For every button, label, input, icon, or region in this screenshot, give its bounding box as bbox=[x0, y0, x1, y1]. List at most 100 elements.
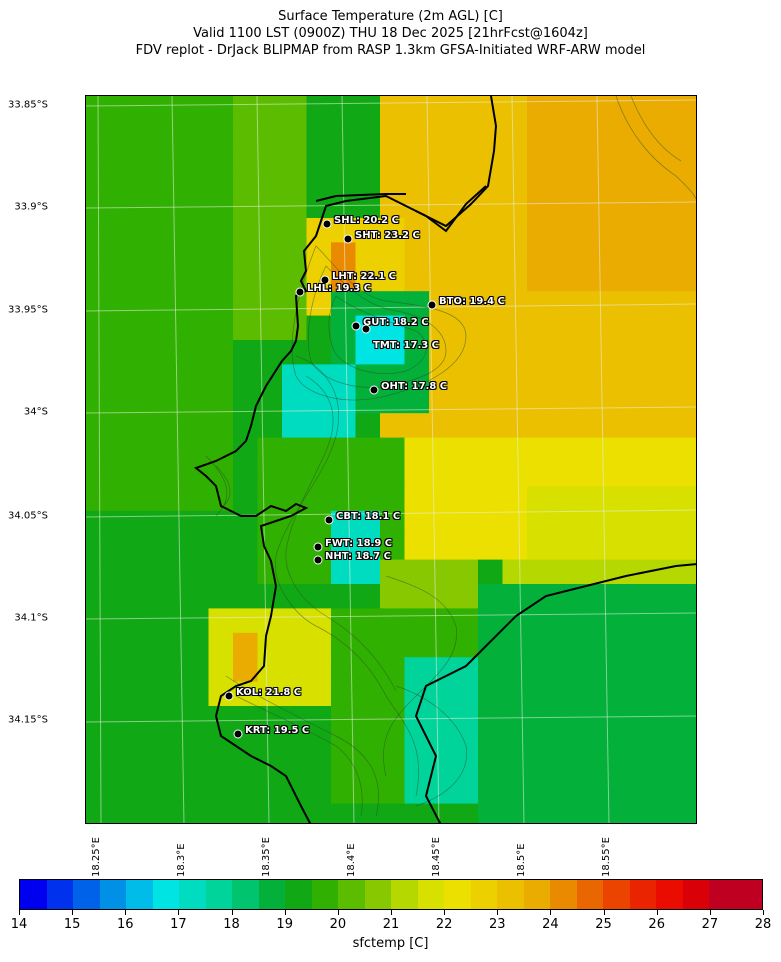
y-tick-label: 33.85°S bbox=[8, 99, 48, 111]
station-marker-icon bbox=[324, 515, 334, 525]
colorbar-segment bbox=[735, 880, 762, 909]
colorbar-tick-label: 17 bbox=[170, 917, 187, 932]
valid-time-subtitle: Valid 1100 LST (0900Z) THU 18 Dec 2025 [… bbox=[193, 26, 588, 41]
x-tick-label: 18.4°E bbox=[346, 843, 357, 877]
station-marker-icon bbox=[320, 275, 330, 285]
colorbar-segment bbox=[629, 880, 656, 909]
colorbar-label: sfctemp [C] bbox=[352, 936, 429, 951]
colorbar-tick-label: 26 bbox=[648, 917, 665, 932]
station-label: KOL: 21.8 C bbox=[236, 686, 302, 698]
colorbar-tick-mark bbox=[178, 910, 180, 915]
station-label: BTO: 19.4 C bbox=[439, 295, 505, 307]
station-marker-icon bbox=[313, 555, 323, 565]
colorbar-segment bbox=[576, 880, 603, 909]
colorbar-tick-label: 27 bbox=[701, 917, 719, 932]
x-tick-label: 18.5°E bbox=[516, 843, 527, 877]
station-marker-icon bbox=[369, 385, 379, 395]
colorbar-tick-mark bbox=[284, 910, 286, 915]
station-marker-icon bbox=[322, 219, 332, 229]
colorbar-segment bbox=[682, 880, 709, 909]
colorbar-tick-label: 28 bbox=[754, 917, 772, 932]
x-tick-label: 18.55°E bbox=[601, 837, 612, 877]
colorbar-segment bbox=[709, 880, 736, 909]
station-label: LHT: 22.1 C bbox=[332, 270, 396, 282]
station-label: KRT: 19.5 C bbox=[245, 724, 310, 736]
colorbar-tick-mark bbox=[231, 910, 233, 915]
colorbar-segment bbox=[46, 880, 73, 909]
temperature-field bbox=[86, 96, 696, 823]
y-tick-label: 34.05°S bbox=[8, 510, 48, 522]
colorbar-tick-label: 23 bbox=[489, 917, 506, 932]
colorbar-tick-label: 19 bbox=[276, 917, 293, 932]
y-tick-label: 34.15°S bbox=[8, 714, 48, 726]
colorbar-segment bbox=[391, 880, 418, 909]
colorbar-segment bbox=[311, 880, 338, 909]
colorbar-tick-label: 14 bbox=[10, 917, 28, 932]
colorbar-segment bbox=[179, 880, 206, 909]
station-label: CBT: 18.1 C bbox=[336, 510, 401, 522]
colorbar-segment bbox=[205, 880, 232, 909]
colorbar-tick-label: 16 bbox=[117, 917, 134, 932]
colorbar-tick-mark bbox=[444, 910, 446, 915]
colorbar-segment bbox=[603, 880, 630, 909]
station-label: SHL: 20.2 C bbox=[334, 214, 399, 226]
x-tick-label: 18.25°E bbox=[91, 837, 102, 877]
colorbar-segment bbox=[126, 880, 153, 909]
colorbar-segment bbox=[338, 880, 365, 909]
station-marker-icon bbox=[233, 729, 243, 739]
colorbar-segment bbox=[20, 880, 47, 909]
colorbar-tick-mark bbox=[763, 910, 764, 915]
y-tick-label: 33.9°S bbox=[14, 201, 48, 213]
colorbar-segment bbox=[99, 880, 126, 909]
station-marker-icon bbox=[224, 691, 234, 701]
colorbar-tick-label: 21 bbox=[382, 917, 400, 932]
graticule bbox=[86, 96, 696, 823]
y-tick-label: 34°S bbox=[23, 406, 48, 418]
colorbar-tick-label: 25 bbox=[595, 917, 612, 932]
colorbar-tick-mark bbox=[72, 910, 74, 915]
temperature-map bbox=[85, 95, 697, 824]
x-tick-label: 18.45°E bbox=[431, 837, 442, 877]
colorbar-segment bbox=[152, 880, 179, 909]
station-label: GUT: 18.2 C bbox=[363, 316, 429, 328]
station-marker-icon bbox=[343, 234, 353, 244]
colorbar-tick-mark bbox=[337, 910, 339, 915]
station-marker-icon bbox=[361, 324, 371, 334]
y-tick-label: 34.1°S bbox=[14, 612, 48, 624]
map-overlay bbox=[86, 96, 696, 823]
colorbar-tick-mark bbox=[19, 910, 20, 915]
colorbar-segment bbox=[550, 880, 577, 909]
colorbar-tick-label: 15 bbox=[63, 917, 81, 932]
station-marker-icon bbox=[313, 542, 323, 552]
colorbar-tick-mark bbox=[603, 910, 605, 915]
model-source-subtitle: FDV replot - DrJack BLIPMAP from RASP 1.… bbox=[135, 43, 646, 58]
coastline bbox=[193, 96, 696, 823]
colorbar-tick-mark bbox=[125, 910, 127, 915]
colorbar-tick-mark bbox=[709, 910, 711, 915]
colorbar-segment bbox=[364, 880, 391, 909]
station-label: SHT: 23.2 C bbox=[355, 229, 420, 241]
colorbar-segment bbox=[258, 880, 285, 909]
colorbar-tick-mark bbox=[656, 910, 658, 915]
colorbar-segment bbox=[73, 880, 100, 909]
station-label: NHT: 18.7 C bbox=[325, 550, 391, 562]
colorbar-segment bbox=[523, 880, 550, 909]
colorbar-tick-mark bbox=[550, 910, 552, 915]
colorbar-segment bbox=[497, 880, 524, 909]
station-marker-icon bbox=[351, 321, 361, 331]
colorbar-tick-mark bbox=[391, 910, 392, 915]
station-marker-icon bbox=[427, 300, 437, 310]
colorbar-segment bbox=[285, 880, 312, 909]
station-label: LHL: 19.3 C bbox=[307, 282, 372, 294]
colorbar-segment bbox=[656, 880, 683, 909]
colorbar-segment bbox=[417, 880, 444, 909]
colorbar-tick-label: 18 bbox=[223, 917, 240, 932]
chart-title: Surface Temperature (2m AGL) [C] bbox=[278, 9, 503, 24]
colorbar-tick-label: 20 bbox=[329, 917, 347, 932]
station-label: TMT: 17.3 C bbox=[373, 339, 440, 351]
colorbar-tick-label: 24 bbox=[542, 917, 559, 932]
station-label: FWT: 18.9 C bbox=[325, 537, 393, 549]
colorbar-segment bbox=[470, 880, 497, 909]
colorbar-tick-mark bbox=[497, 910, 499, 915]
x-tick-label: 18.3°E bbox=[176, 843, 187, 877]
